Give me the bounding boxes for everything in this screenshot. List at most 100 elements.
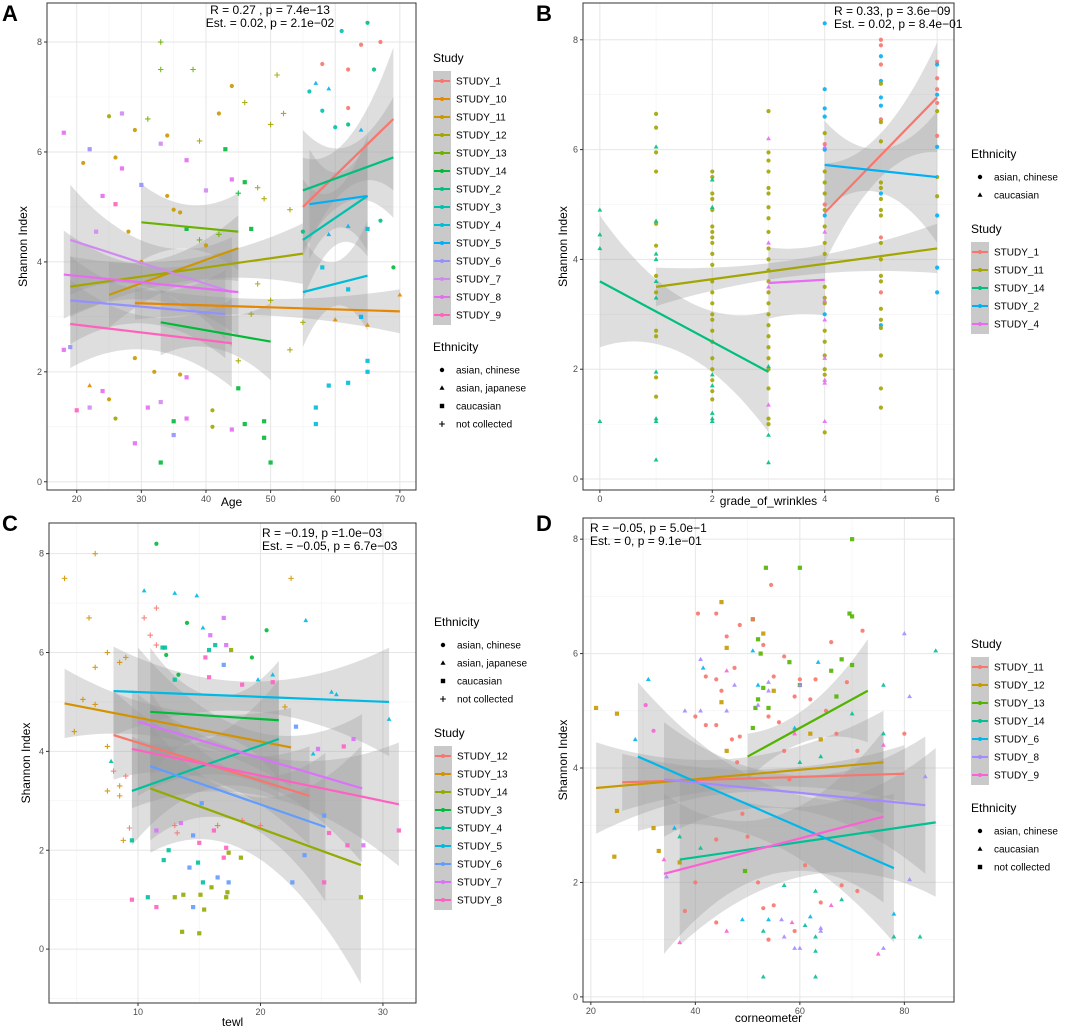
data-point (878, 405, 884, 410)
data-point (141, 615, 147, 621)
data-point (766, 402, 771, 407)
confidence-band-study_14 (160, 289, 271, 381)
data-point (162, 645, 168, 650)
data-point (891, 911, 897, 916)
x-tick-label: 60 (330, 494, 340, 504)
data-point (593, 705, 599, 711)
data-point (274, 72, 280, 78)
data-point (165, 193, 170, 199)
data-point (677, 860, 682, 865)
confidence-band-study_3 (150, 647, 279, 780)
data-point (172, 822, 178, 829)
data-point (714, 920, 719, 925)
confidence-band-study_8 (131, 689, 399, 867)
data-point (158, 39, 164, 45)
data-point (755, 880, 761, 885)
panel-a: A 20 30 40 50 60 70 0 2 4 6 8 Age Shannon Index R = 0.… (2, 1, 526, 509)
data-point (700, 665, 706, 670)
data-point (597, 232, 603, 237)
legend-key-dot (441, 844, 445, 848)
stats-annotation: Est. = 0.02, p = 2.1e−02 (206, 16, 335, 30)
y-tick-label: 8 (37, 37, 42, 47)
data-point (907, 693, 912, 699)
data-point (760, 974, 766, 979)
data-point (210, 408, 215, 413)
study-legend-label: STUDY_11 (994, 663, 1044, 674)
confidence-band-study_9 (664, 730, 884, 954)
study-legend-label: STUDY_1 (456, 77, 501, 88)
data-point (813, 974, 818, 979)
ethnicity-legend: Ethnicity asian, chinese asian, japanese ca… (434, 615, 527, 706)
data-point (123, 654, 129, 661)
data-point (677, 939, 683, 945)
study-legend-label: STUDY_7 (456, 275, 501, 286)
data-point (221, 855, 226, 860)
data-point (724, 668, 730, 673)
study-legend-label: STUDY_5 (457, 842, 502, 853)
data-point (878, 213, 884, 218)
regression-line-study_7 (69, 238, 233, 294)
data-point (249, 226, 254, 232)
study-legend-label: STUDY_14 (457, 788, 508, 799)
ethnicity-legend-label: caucasian (994, 845, 1039, 856)
plot-border (48, 522, 417, 1004)
data-point (822, 418, 828, 424)
study-legend-label: STUDY_9 (456, 311, 501, 322)
regression-line-study_8 (663, 778, 926, 807)
data-point (351, 736, 356, 742)
stats-annotation: R = −0.05, p = 5.0e−1 (590, 521, 707, 535)
data-point (166, 848, 171, 853)
data-point (597, 245, 603, 251)
data-point (742, 868, 748, 874)
data-point (161, 858, 166, 863)
regression-line-study_11 (655, 247, 938, 288)
data-point (290, 880, 295, 885)
data-point (653, 169, 659, 174)
study-legend-label: STUDY_13 (994, 699, 1045, 710)
data-point (787, 777, 792, 782)
y-tick-label: 2 (573, 364, 578, 374)
data-point (935, 265, 940, 270)
data-point (358, 127, 364, 132)
data-point (818, 900, 823, 905)
data-point (881, 682, 886, 687)
data-point (106, 114, 112, 119)
data-point (267, 121, 274, 128)
data-point (849, 711, 855, 716)
data-point (813, 677, 818, 682)
data-point (262, 435, 267, 440)
data-point (755, 702, 761, 707)
data-point (261, 195, 267, 202)
data-point (612, 854, 617, 859)
data-point (822, 298, 828, 303)
x-axis-label: tewl (222, 1015, 243, 1029)
data-point (282, 704, 288, 710)
data-point (822, 87, 827, 92)
y-tick-label: 4 (573, 254, 578, 264)
regression-line-study_14 (160, 321, 271, 343)
data-point (766, 136, 771, 141)
data-point (766, 158, 771, 163)
data-point (822, 301, 827, 306)
data-point (822, 229, 828, 234)
data-point (878, 62, 884, 67)
data-point (935, 92, 940, 97)
data-point (184, 158, 189, 163)
ethnicity-legend-label: asian, chinese (456, 366, 520, 377)
data-point (878, 37, 884, 42)
study-legend-label: STUDY_2 (994, 302, 1039, 313)
data-point (755, 637, 761, 642)
stats-annotation: Est. = −0.05, p = 6.7e−03 (262, 539, 398, 553)
data-point (818, 925, 824, 930)
data-point (822, 191, 827, 196)
data-point (802, 863, 808, 868)
data-point (782, 748, 787, 753)
confidence-band-study_5 (113, 646, 390, 757)
y-axis-label: Shannon Index (556, 206, 570, 287)
data-point (782, 654, 787, 659)
data-point (164, 652, 169, 658)
data-point (104, 649, 111, 656)
x-tick-label: 20 (586, 1006, 596, 1016)
study-legend-label: STUDY_12 (994, 681, 1045, 692)
data-point (280, 110, 287, 117)
